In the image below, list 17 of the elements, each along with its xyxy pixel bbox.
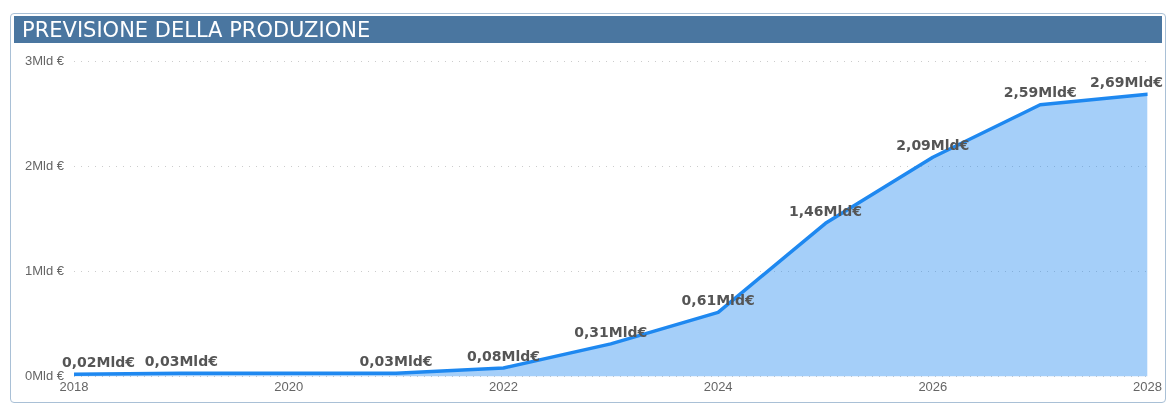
y-tick-label: 1Mld € — [24, 263, 65, 279]
data-label: 0,31Mld€ — [574, 323, 648, 340]
y-tick-label: 0Mld € — [24, 367, 65, 383]
data-label: 0,03Mld€ — [359, 352, 433, 369]
data-label: 2,59Mld€ — [1003, 84, 1077, 101]
data-label: 0,02Mld€ — [62, 353, 136, 370]
data-label: 2,69Mld€ — [1089, 73, 1164, 90]
y-tick-label: 3Mld € — [24, 53, 65, 69]
x-tick-label: 2028 — [1133, 378, 1162, 394]
data-label: 0,03Mld€ — [144, 352, 218, 369]
y-tick-label: 2Mld € — [24, 158, 65, 174]
x-tick-label: 2020 — [274, 378, 304, 394]
x-tick-label: 2026 — [918, 378, 948, 394]
data-label: 0,08Mld€ — [466, 347, 540, 364]
chart-title: PREVISIONE DELLA PRODUZIONE — [14, 16, 1162, 43]
x-tick-label: 2024 — [703, 378, 733, 394]
x-tick-label: 2022 — [488, 378, 518, 394]
